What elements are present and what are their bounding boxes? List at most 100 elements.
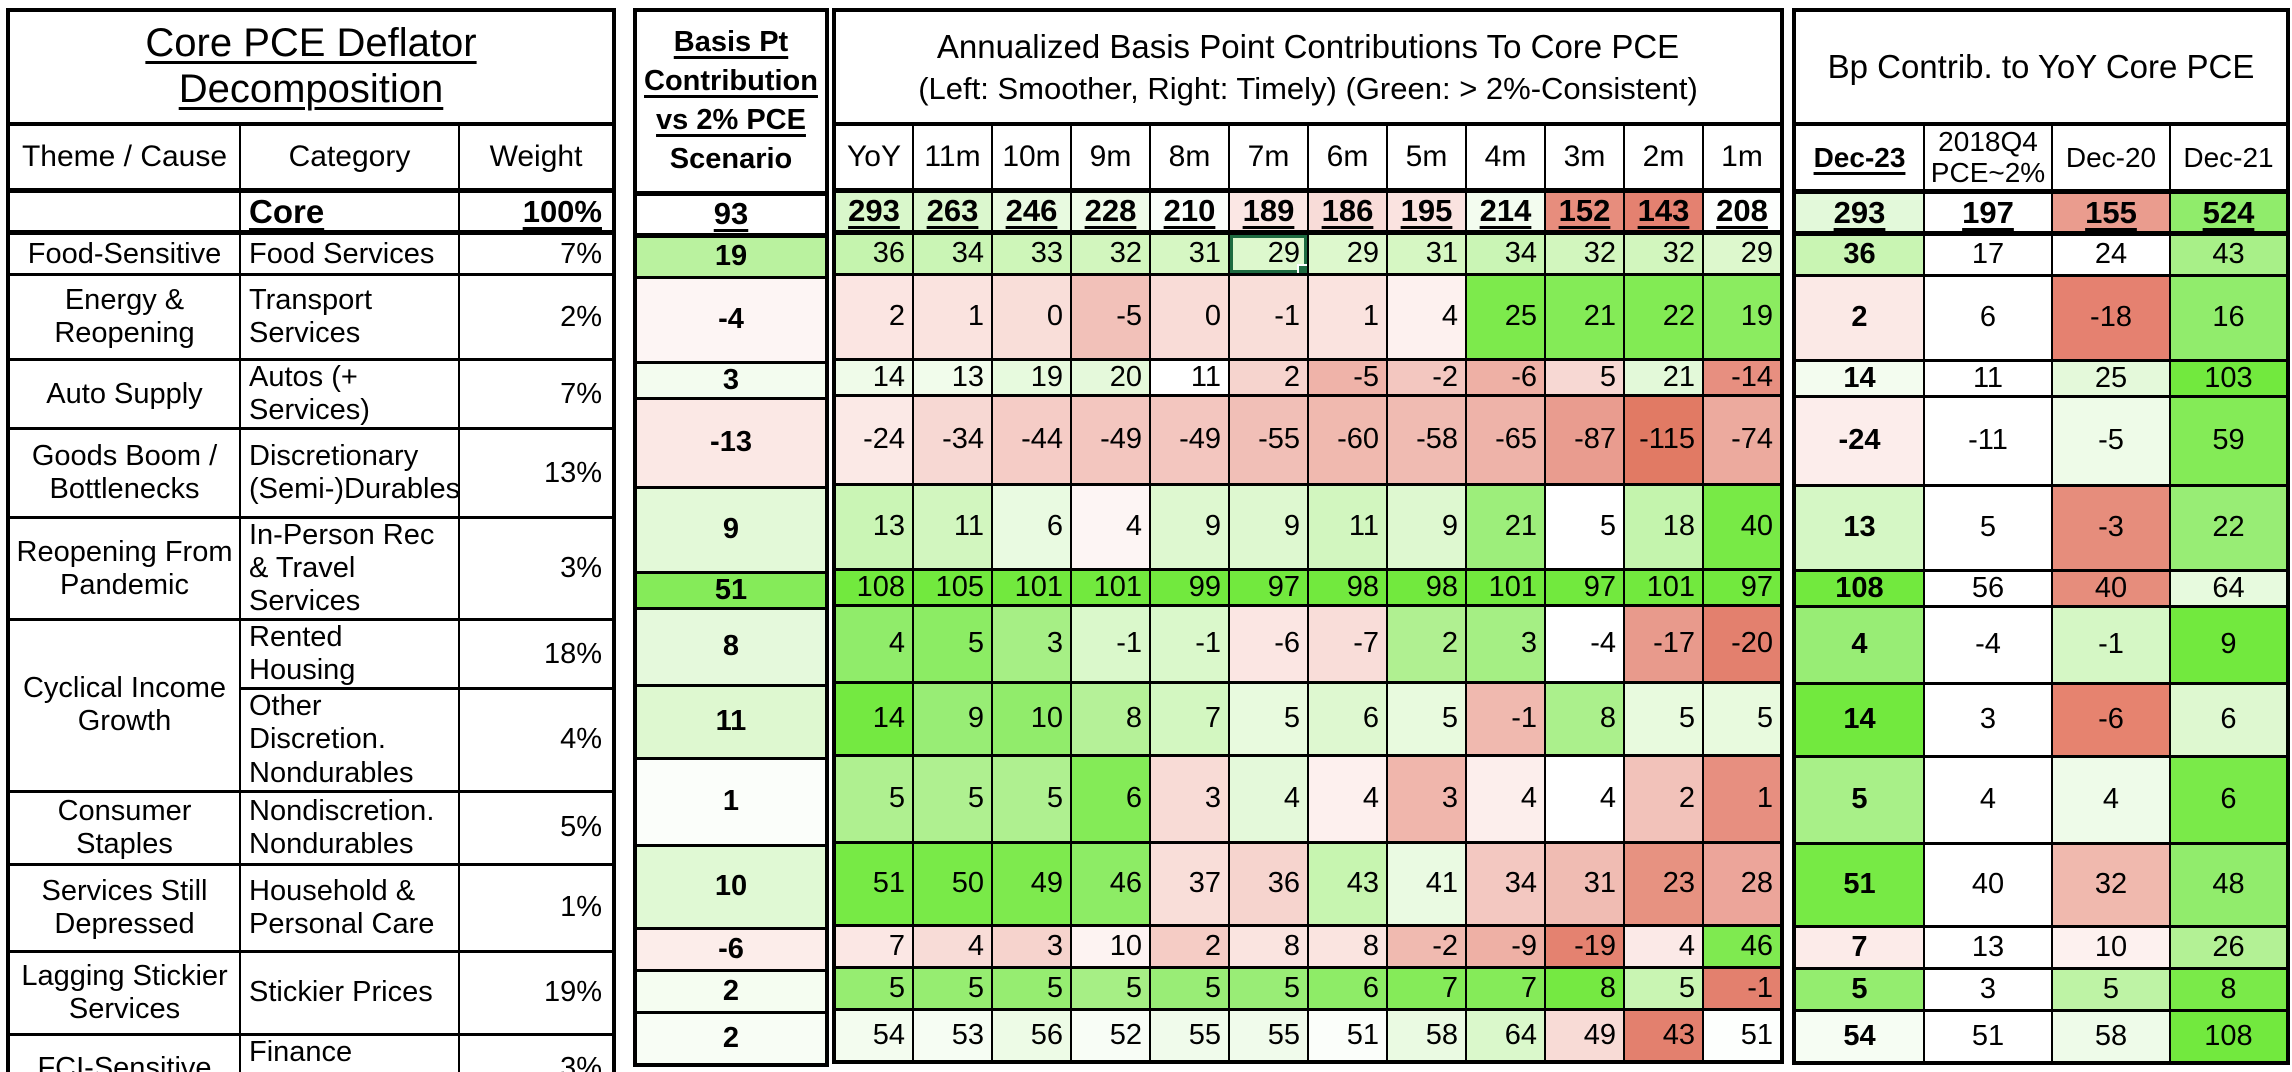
value-cell[interactable]: 59 <box>2169 394 2289 487</box>
value-cell[interactable]: 25 <box>1465 272 1546 361</box>
theme-cell[interactable]: Food-Sensitive <box>7 231 241 277</box>
value-cell[interactable]: 4 <box>1386 272 1467 361</box>
value-cell[interactable]: -18 <box>2051 273 2171 362</box>
value-cell[interactable]: 11 <box>912 482 993 571</box>
value-cell[interactable]: 32 <box>1544 230 1625 276</box>
value-cell[interactable]: 5 <box>1793 966 1925 1012</box>
value-cell[interactable]: -58 <box>1386 393 1467 486</box>
value-cell[interactable]: 263 <box>912 188 993 235</box>
value-cell[interactable]: 31 <box>1149 230 1230 276</box>
value-cell[interactable]: -19 <box>1544 923 1625 969</box>
value-cell[interactable]: 2 <box>1793 273 1925 362</box>
value-cell[interactable]: 98 <box>1307 567 1388 607</box>
value-cell[interactable]: 31 <box>1386 230 1467 276</box>
category-cell[interactable]: Autos (+ Services) <box>239 358 460 431</box>
value-cell[interactable]: 5 <box>1070 965 1151 1011</box>
weight-cell[interactable]: 2% <box>458 273 615 362</box>
value-cell[interactable]: 4 <box>912 923 993 969</box>
value-cell[interactable]: 0 <box>991 272 1072 361</box>
value-cell[interactable]: -1 <box>2051 604 2171 685</box>
basis-cell[interactable]: 2 <box>634 1010 828 1067</box>
value-cell[interactable]: 31 <box>1544 840 1625 927</box>
value-cell[interactable]: 55 <box>1228 1007 1309 1064</box>
value-cell[interactable]: 43 <box>2169 231 2289 277</box>
value-cell[interactable]: 99 <box>1149 567 1230 607</box>
value-cell[interactable]: -1 <box>1070 603 1151 684</box>
value-cell[interactable]: 7 <box>833 923 914 969</box>
basis-cell[interactable]: 3 <box>634 360 828 400</box>
value-cell[interactable]: -65 <box>1465 393 1546 486</box>
value-cell[interactable]: 28 <box>1701 840 1784 927</box>
value-cell[interactable]: 5 <box>2051 966 2171 1012</box>
value-cell[interactable]: 3 <box>991 923 1072 969</box>
category-cell[interactable]: Nondiscretion. Nondurables <box>239 789 460 866</box>
value-cell[interactable]: 56 <box>991 1007 1072 1064</box>
value-cell[interactable]: 108 <box>2169 1008 2289 1065</box>
value-cell[interactable]: -6 <box>2051 681 2171 758</box>
category-cell[interactable]: Food Services <box>239 231 460 277</box>
value-cell[interactable]: -2 <box>1386 357 1467 397</box>
value-cell[interactable]: 208 <box>1701 188 1784 235</box>
value-cell[interactable]: 20 <box>1070 357 1151 397</box>
value-cell[interactable]: 51 <box>1701 1007 1784 1064</box>
value-cell[interactable]: 97 <box>1544 567 1625 607</box>
value-cell[interactable]: 51 <box>1923 1008 2053 1065</box>
value-cell[interactable]: 43 <box>1623 1007 1704 1064</box>
value-cell[interactable]: 3 <box>1386 753 1467 844</box>
weight-cell[interactable]: 5% <box>458 789 615 866</box>
value-cell[interactable]: 40 <box>1701 482 1784 571</box>
value-cell[interactable]: 11 <box>1923 358 2053 398</box>
value-cell[interactable]: 14 <box>1793 681 1925 758</box>
value-cell[interactable]: 10 <box>2051 924 2171 970</box>
value-cell[interactable]: 1 <box>1307 272 1388 361</box>
value-cell[interactable]: 49 <box>1544 1007 1625 1064</box>
value-cell[interactable]: 56 <box>1923 568 2053 608</box>
value-cell[interactable]: 50 <box>912 840 993 927</box>
value-cell[interactable]: 36 <box>833 230 914 276</box>
value-cell[interactable]: -34 <box>912 393 993 486</box>
value-cell[interactable]: 5 <box>1623 965 1704 1011</box>
theme-cell[interactable] <box>7 188 241 236</box>
value-cell[interactable]: 2 <box>1386 603 1467 684</box>
value-cell[interactable]: 5 <box>1228 965 1309 1011</box>
weight-cell[interactable]: 1% <box>458 862 615 953</box>
value-cell[interactable]: 34 <box>1465 840 1546 927</box>
value-cell[interactable]: 293 <box>1793 189 1925 236</box>
value-cell[interactable]: 101 <box>1623 567 1704 607</box>
value-cell[interactable]: 21 <box>1465 482 1546 571</box>
value-cell[interactable]: 40 <box>1923 841 2053 928</box>
value-cell[interactable]: 98 <box>1386 567 1467 607</box>
basis-cell[interactable]: 8 <box>634 606 828 687</box>
value-cell[interactable]: 51 <box>833 840 914 927</box>
value-cell[interactable]: 9 <box>912 680 993 757</box>
value-cell[interactable]: 8 <box>1228 923 1309 969</box>
value-cell[interactable]: 1 <box>1701 753 1784 844</box>
value-cell[interactable]: 37 <box>1149 840 1230 927</box>
value-cell[interactable]: 2 <box>833 272 914 361</box>
theme-cell[interactable]: Energy & Reopening <box>7 273 241 362</box>
value-cell[interactable]: -60 <box>1307 393 1388 486</box>
value-cell[interactable]: 23 <box>1623 840 1704 927</box>
value-cell[interactable]: 5 <box>1623 680 1704 757</box>
category-cell[interactable]: Other Discretion. Nondurables <box>239 687 460 793</box>
value-cell[interactable]: -4 <box>1923 604 2053 685</box>
value-cell[interactable]: 189 <box>1228 188 1309 235</box>
value-cell[interactable]: 29 <box>1307 230 1388 276</box>
value-cell[interactable]: 7 <box>1386 965 1467 1011</box>
value-cell[interactable]: 19 <box>1701 272 1784 361</box>
value-cell[interactable]: 4 <box>1070 482 1151 571</box>
value-cell[interactable]: 13 <box>1793 483 1925 572</box>
value-cell[interactable]: 5 <box>912 753 993 844</box>
value-cell[interactable]: 5 <box>912 965 993 1011</box>
weight-cell[interactable]: 7% <box>458 231 615 277</box>
value-cell[interactable]: -20 <box>1701 603 1784 684</box>
basis-cell[interactable]: 11 <box>634 683 828 760</box>
theme-cell[interactable]: Cyclical Income Growth <box>7 618 241 793</box>
value-cell[interactable]: 21 <box>1544 272 1625 361</box>
value-cell[interactable]: 4 <box>1793 604 1925 685</box>
value-cell[interactable]: 524 <box>2169 189 2289 236</box>
value-cell[interactable]: 49 <box>991 840 1072 927</box>
value-cell[interactable]: 51 <box>1307 1007 1388 1064</box>
value-cell[interactable]: 13 <box>912 357 993 397</box>
value-cell[interactable]: 16 <box>2169 273 2289 362</box>
